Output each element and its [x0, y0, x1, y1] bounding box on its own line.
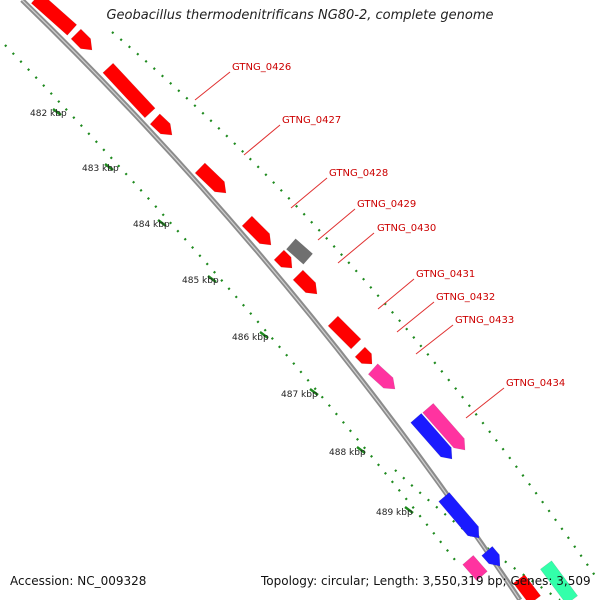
- tick-guide-outer: [111, 31, 599, 581]
- scale-tick-label: 482 kbp: [30, 109, 67, 119]
- gene-label-leader: [194, 71, 231, 101]
- gene-label[interactable]: GTNG_0431: [416, 269, 475, 280]
- gene-feature[interactable]: [102, 62, 156, 119]
- gene-label[interactable]: GTNG_0426: [232, 62, 291, 73]
- scale-tick-mark: [404, 506, 414, 514]
- gene-label-leader: [317, 208, 356, 241]
- scale-tick-label: 485 kbp: [182, 276, 219, 286]
- tick-guide-inner: [4, 44, 456, 561]
- gene-label-leader: [337, 232, 375, 264]
- gene-label[interactable]: GTNG_0434: [506, 378, 565, 389]
- gene-label-leader: [415, 324, 454, 355]
- gene-feature[interactable]: [273, 249, 293, 269]
- scale-tick-mark: [52, 108, 62, 116]
- genome-summary-text: Topology: circular; Length: 3,550,319 bp…: [261, 574, 591, 588]
- gene-feature[interactable]: [481, 545, 501, 567]
- gene-feature[interactable]: [30, 0, 78, 36]
- gene-feature[interactable]: [327, 315, 362, 350]
- gene-label-leader: [465, 387, 505, 419]
- gene-feature[interactable]: [422, 402, 466, 451]
- gene-feature[interactable]: [241, 215, 272, 246]
- gene-label[interactable]: GTNG_0430: [377, 223, 436, 234]
- gene-feature[interactable]: [410, 412, 453, 460]
- gene-label[interactable]: GTNG_0429: [357, 199, 416, 210]
- scale-tick-mark: [356, 446, 366, 454]
- scale-tick-label: 486 kbp: [232, 333, 269, 343]
- accession-text: Accession: NC_009328: [10, 574, 147, 588]
- gene-feature[interactable]: [354, 346, 373, 365]
- gene-feature[interactable]: [367, 363, 396, 390]
- gene-label-leader: [243, 124, 281, 156]
- scale-tick-label: 488 kbp: [329, 448, 366, 458]
- gene-label[interactable]: GTNG_0433: [455, 315, 514, 326]
- scale-tick-mark: [104, 163, 114, 171]
- gene-feature[interactable]: [285, 238, 314, 265]
- gene-label[interactable]: GTNG_0427: [282, 115, 341, 126]
- gene-feature[interactable]: [512, 574, 542, 600]
- scale-tick-mark: [207, 275, 217, 283]
- scale-tick-label: 487 kbp: [281, 390, 318, 400]
- scale-tick-label: 489 kbp: [376, 508, 413, 518]
- gene-feature[interactable]: [149, 113, 173, 136]
- gene-feature[interactable]: [438, 492, 480, 539]
- gene-feature[interactable]: [539, 560, 579, 600]
- scale-tick-label: 484 kbp: [133, 220, 170, 230]
- scale-tick-label: 483 kbp: [82, 164, 119, 174]
- gene-label-leader: [377, 278, 415, 310]
- gene-feature[interactable]: [194, 162, 227, 194]
- gene-label-leader: [396, 301, 435, 333]
- gene-label-leader: [290, 177, 328, 209]
- gene-feature[interactable]: [292, 269, 318, 295]
- scale-tick-mark: [157, 219, 167, 227]
- gene-label[interactable]: GTNG_0432: [436, 292, 495, 303]
- gene-feature[interactable]: [462, 554, 488, 582]
- gene-feature[interactable]: [70, 28, 93, 51]
- gene-label[interactable]: GTNG_0428: [329, 168, 388, 179]
- page-title: Geobacillus thermodenitrificans NG80-2, …: [106, 8, 494, 23]
- scale-tick-mark: [259, 331, 269, 339]
- scale-tick-mark: [309, 388, 319, 396]
